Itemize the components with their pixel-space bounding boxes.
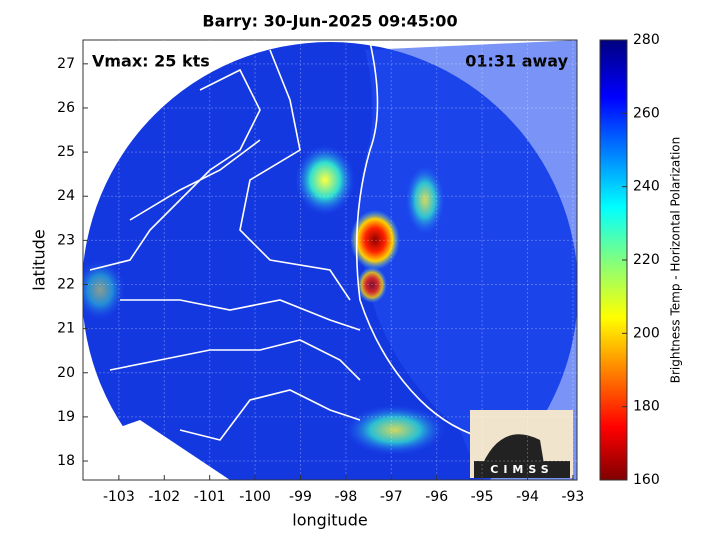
- map-area: [83, 40, 577, 480]
- colorbar-tick-label: 160: [633, 472, 660, 488]
- y-tick-label: 21: [57, 321, 75, 337]
- y-tick-label: 27: [57, 56, 75, 72]
- feature: [357, 267, 387, 303]
- annotation: Vmax: 25 kts: [92, 52, 210, 71]
- feature: [345, 405, 445, 455]
- logo-band: [474, 461, 570, 478]
- outside-land: [83, 60, 95, 210]
- y-tick-label: 20: [57, 365, 75, 381]
- feature: [83, 260, 125, 320]
- colorbar-tick-label: 260: [633, 105, 660, 121]
- outside-land: [83, 420, 230, 480]
- x-tick-label: -95: [471, 489, 494, 505]
- annotation: 01:31 away: [465, 52, 568, 71]
- feature: [295, 145, 355, 215]
- x-axis-label: longitude: [292, 511, 367, 530]
- x-tick-label: -97: [380, 489, 403, 505]
- x-tick-label: -101: [194, 489, 226, 505]
- x-tick-label: -102: [148, 489, 180, 505]
- y-tick-label: 24: [57, 188, 75, 204]
- x-tick-label: -98: [334, 489, 357, 505]
- y-tick-label: 18: [57, 453, 75, 469]
- colorbar-tick-label: 180: [633, 399, 660, 415]
- plot-frame: [82, 39, 578, 481]
- colorbar-tick-label: 200: [633, 325, 660, 341]
- y-tick-label: 22: [57, 276, 75, 292]
- x-tick-label: -100: [239, 489, 271, 505]
- x-tick-label: -103: [103, 489, 135, 505]
- x-tick-label: -99: [289, 489, 312, 505]
- x-tick-label: -94: [516, 489, 539, 505]
- colorbar-label: Brightness Temp - Horizontal Polarizatio…: [669, 137, 683, 384]
- x-tick-label: -96: [425, 489, 448, 505]
- feature: [350, 210, 400, 270]
- chart-title: Barry: 30-Jun-2025 09:45:00: [202, 12, 457, 31]
- x-tick-label: -93: [561, 489, 584, 505]
- y-tick-label: 19: [57, 409, 75, 425]
- borders: [89, 41, 491, 441]
- y-tick-label: 23: [57, 232, 75, 248]
- colorbar-tick-label: 280: [633, 32, 660, 48]
- feature: [405, 165, 445, 235]
- y-axis-label: latitude: [30, 229, 49, 290]
- logo-text: CIMSS: [490, 463, 553, 476]
- colorbar-tick-label: 240: [633, 179, 660, 195]
- ocean-region: [359, 40, 577, 480]
- y-tick-label: 25: [57, 144, 75, 160]
- colorbar-tick-label: 220: [633, 252, 660, 268]
- y-tick-label: 26: [57, 100, 75, 116]
